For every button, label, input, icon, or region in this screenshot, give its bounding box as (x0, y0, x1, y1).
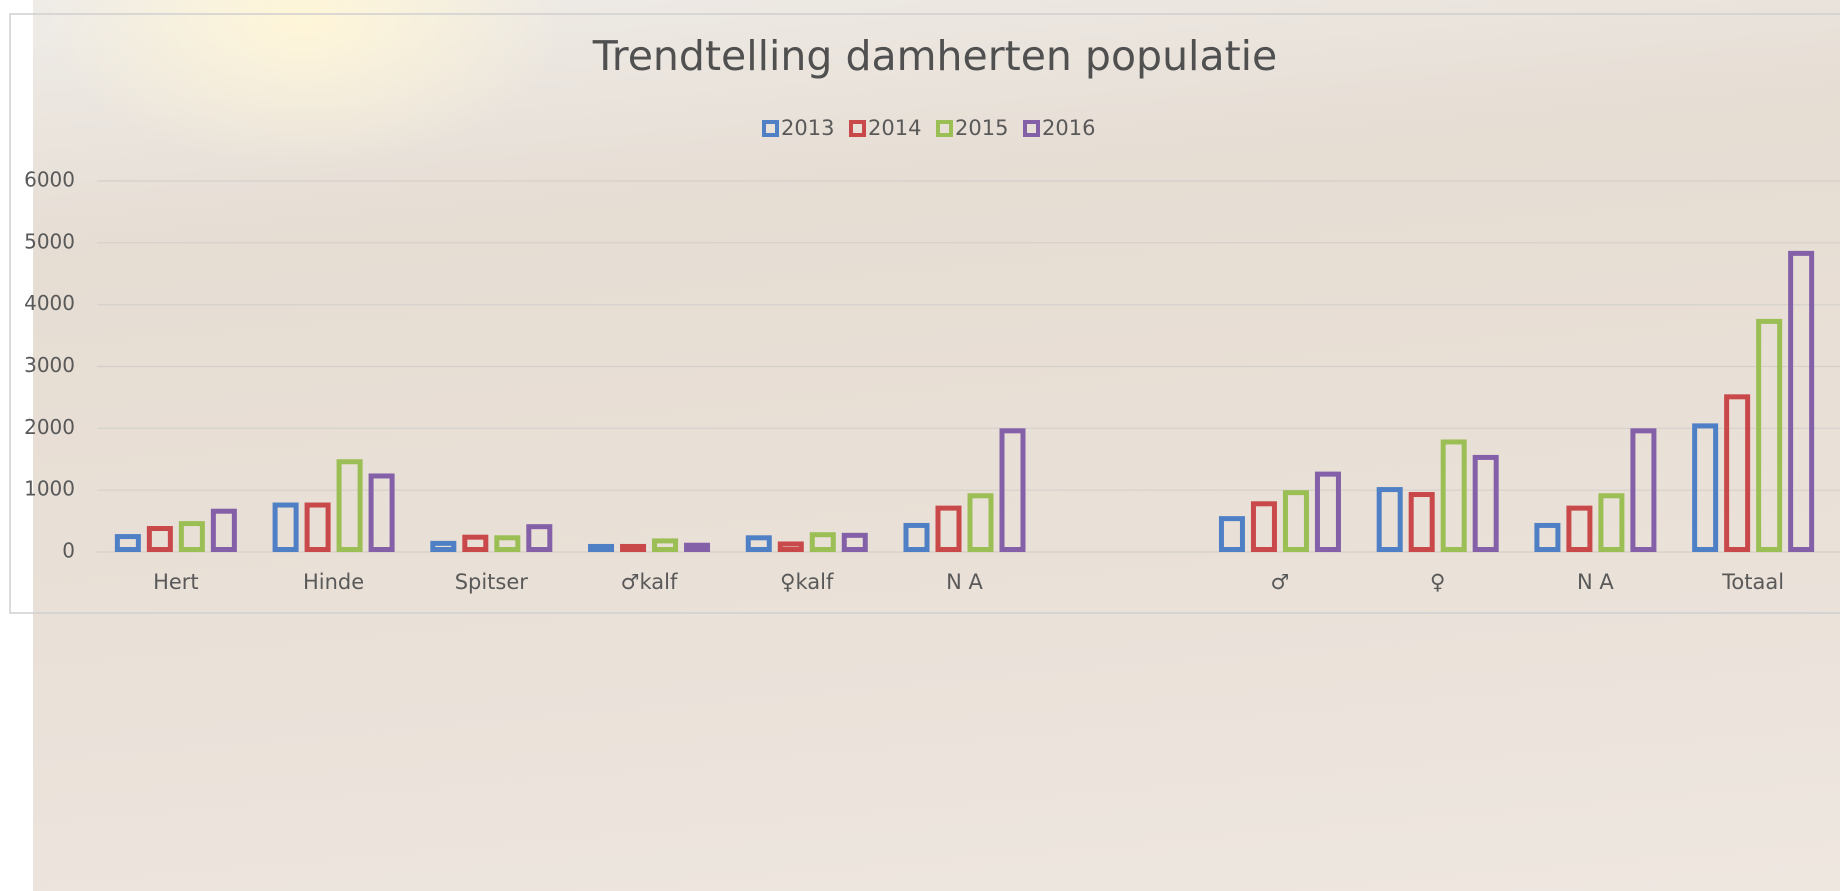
bar (999, 428, 1026, 553)
bar (652, 538, 679, 553)
bar (841, 532, 868, 552)
bar (1250, 501, 1277, 552)
bar (1630, 428, 1657, 553)
bar (935, 505, 962, 552)
legend-swatch (849, 120, 866, 137)
y-tick-label: 2000 (24, 415, 75, 439)
bar (1598, 493, 1625, 552)
x-tick-label: ♀kalf (780, 570, 834, 594)
bar (1692, 423, 1719, 552)
bar (336, 459, 363, 552)
bar (178, 521, 205, 552)
x-tick-label: ♀ (1430, 570, 1445, 594)
x-tick-label: Totaal (1721, 570, 1784, 594)
bar (777, 541, 804, 553)
bar (526, 524, 553, 552)
y-tick-label: 5000 (24, 229, 75, 253)
bar (430, 540, 457, 552)
chart-frame (9, 13, 1840, 614)
x-tick-label: Hinde (303, 570, 364, 594)
bar (620, 543, 647, 553)
bar (1534, 522, 1561, 553)
bar (304, 502, 331, 552)
x-tick-label: ♂kalf (621, 570, 678, 594)
bar (1724, 394, 1751, 553)
bar (462, 534, 489, 552)
bar (1282, 490, 1309, 552)
legend-label: 2016 (1042, 116, 1095, 140)
bar (210, 508, 237, 553)
background-photo (33, 0, 1840, 891)
bar (1314, 471, 1341, 552)
x-tick-label: ♂ (1271, 570, 1290, 594)
bar (1566, 505, 1593, 552)
bar (1440, 439, 1467, 553)
x-tick-label: N A (946, 570, 983, 594)
y-tick-label: 3000 (24, 353, 75, 377)
bar (967, 493, 994, 552)
bar (1218, 516, 1245, 552)
chart-title: Trendtelling damherten populatie (592, 32, 1278, 80)
y-tick-label: 1000 (24, 477, 75, 501)
y-tick-label: 4000 (24, 291, 75, 315)
x-tick-label: Spitser (455, 570, 529, 594)
y-tick-label: 0 (62, 539, 75, 563)
bar (903, 522, 930, 553)
x-tick-label: Hert (153, 570, 199, 594)
legend-label: 2014 (868, 116, 921, 140)
bar (272, 502, 299, 552)
bar (114, 534, 141, 553)
bar (1756, 318, 1783, 552)
bar (1376, 487, 1403, 553)
bar (494, 535, 521, 552)
bar (146, 526, 173, 553)
bar (745, 535, 772, 552)
bar (1788, 250, 1815, 552)
bar (684, 542, 711, 552)
legend-label: 2015 (955, 116, 1008, 140)
legend-swatch (762, 120, 779, 137)
legend-swatch (1023, 120, 1040, 137)
bar (1472, 454, 1499, 552)
y-tick-label: 6000 (24, 168, 75, 192)
bar (809, 532, 836, 552)
x-tick-label: N A (1577, 570, 1614, 594)
legend-swatch (936, 120, 953, 137)
bar (368, 473, 395, 553)
bar (1408, 492, 1435, 552)
bar (588, 543, 615, 553)
legend-label: 2013 (781, 116, 834, 140)
